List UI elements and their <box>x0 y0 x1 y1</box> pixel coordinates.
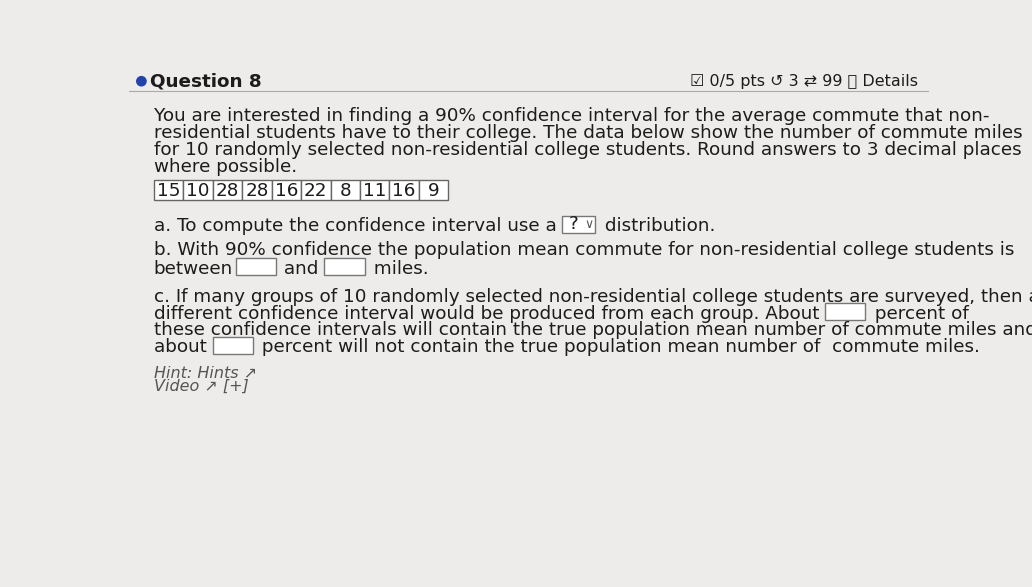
FancyBboxPatch shape <box>271 180 301 200</box>
Text: percent of: percent of <box>869 305 968 322</box>
Text: between: between <box>154 260 233 278</box>
FancyBboxPatch shape <box>389 180 419 200</box>
FancyBboxPatch shape <box>236 258 277 275</box>
Circle shape <box>137 76 147 86</box>
Text: ☑ 0/5 pts ↺ 3 ⇄ 99 ⓘ Details: ☑ 0/5 pts ↺ 3 ⇄ 99 ⓘ Details <box>690 74 917 89</box>
Text: 16: 16 <box>275 181 298 200</box>
Text: 11: 11 <box>363 181 386 200</box>
FancyBboxPatch shape <box>243 180 271 200</box>
Text: 9: 9 <box>427 181 440 200</box>
Text: 8: 8 <box>340 181 351 200</box>
Text: Hint: Hints ↗: Hint: Hints ↗ <box>154 366 257 381</box>
FancyBboxPatch shape <box>213 337 253 354</box>
Text: miles.: miles. <box>367 260 428 278</box>
Text: distribution.: distribution. <box>599 217 715 235</box>
Text: 28: 28 <box>246 181 268 200</box>
FancyBboxPatch shape <box>184 180 213 200</box>
Text: ?: ? <box>569 215 578 234</box>
Text: for 10 randomly selected non-residential college students. Round answers to 3 de: for 10 randomly selected non-residential… <box>154 141 1022 159</box>
Text: You are interested in finding a 90% confidence interval for the average commute : You are interested in finding a 90% conf… <box>154 107 990 126</box>
Text: ∨: ∨ <box>584 218 593 231</box>
Text: Video ↗ [+]: Video ↗ [+] <box>154 379 249 394</box>
Text: b. With 90% confidence the population mean commute for non-residential college s: b. With 90% confidence the population me… <box>154 241 1014 259</box>
Text: these confidence intervals will contain the true population mean number of commu: these confidence intervals will contain … <box>154 322 1032 339</box>
FancyBboxPatch shape <box>360 180 389 200</box>
Text: different confidence interval would be produced from each group. About: different confidence interval would be p… <box>154 305 826 322</box>
FancyBboxPatch shape <box>826 303 866 320</box>
Text: c. If many groups of 10 randomly selected non-residential college students are s: c. If many groups of 10 randomly selecte… <box>154 288 1032 306</box>
Text: 10: 10 <box>186 181 209 200</box>
FancyBboxPatch shape <box>330 180 360 200</box>
Text: percent will not contain the true population mean number of  commute miles.: percent will not contain the true popula… <box>256 338 979 356</box>
FancyBboxPatch shape <box>213 180 243 200</box>
Text: residential students have to their college. The data below show the number of co: residential students have to their colle… <box>154 124 1023 142</box>
Text: 22: 22 <box>304 181 327 200</box>
Text: a. To compute the confidence interval use a: a. To compute the confidence interval us… <box>154 217 562 235</box>
FancyBboxPatch shape <box>154 180 184 200</box>
Text: 16: 16 <box>392 181 416 200</box>
Text: and: and <box>278 260 324 278</box>
FancyBboxPatch shape <box>419 180 448 200</box>
FancyBboxPatch shape <box>324 258 364 275</box>
Text: 15: 15 <box>157 181 181 200</box>
Text: where possible.: where possible. <box>154 158 297 176</box>
Text: about: about <box>154 338 213 356</box>
FancyBboxPatch shape <box>301 180 330 200</box>
FancyBboxPatch shape <box>562 216 595 233</box>
Text: 28: 28 <box>216 181 239 200</box>
Text: Question 8: Question 8 <box>150 72 261 90</box>
